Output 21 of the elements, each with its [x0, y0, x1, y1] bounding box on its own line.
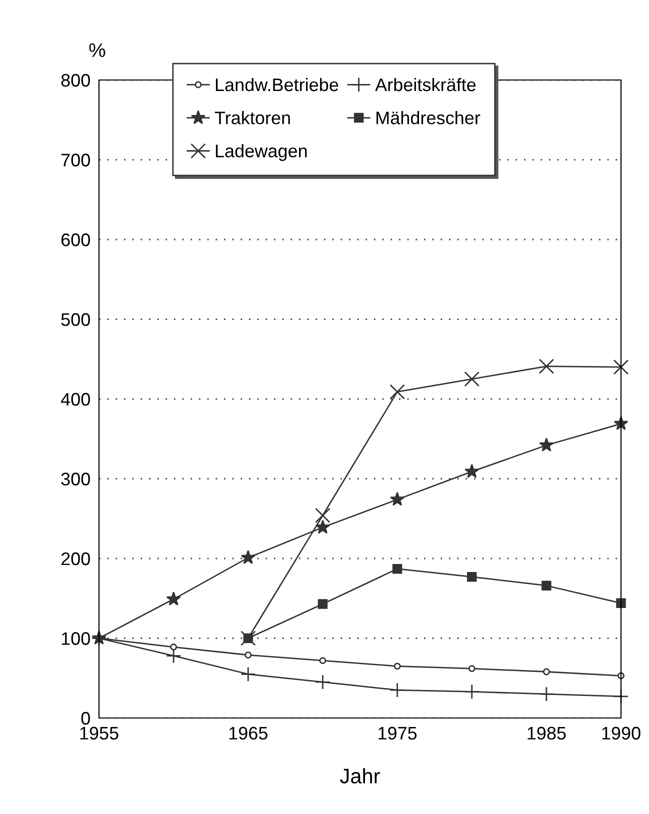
legend-label: Traktoren — [214, 111, 290, 124]
legend-label: Arbeitskräfte — [375, 78, 476, 92]
legend-label: Mähdrescher — [376, 111, 480, 124]
x-tick-label: 1990 — [602, 726, 640, 740]
y-axis-title: % — [89, 43, 106, 57]
y-tick-label: 600 — [61, 233, 90, 246]
x-tick-label: 1955 — [80, 726, 118, 740]
y-tick-label: 400 — [60, 392, 90, 406]
y-tick-label: 200 — [61, 552, 90, 566]
legend-label: Ladewagen — [216, 144, 307, 161]
y-tick-label: 0 — [81, 712, 90, 725]
x-axis-title: Jahr — [340, 768, 380, 784]
y-tick-label: 800 — [61, 74, 90, 87]
x-tick-label: 1975 — [378, 726, 417, 740]
legend-label: Landw.Betriebe — [216, 78, 338, 92]
y-tick-label: 300 — [61, 472, 90, 486]
y-tick-label: 700 — [61, 154, 90, 166]
x-tick-label: 1965 — [229, 726, 268, 740]
y-tick-label: 100 — [62, 632, 90, 645]
x-tick-label: 1985 — [528, 726, 566, 740]
y-tick-label: 500 — [61, 313, 90, 326]
